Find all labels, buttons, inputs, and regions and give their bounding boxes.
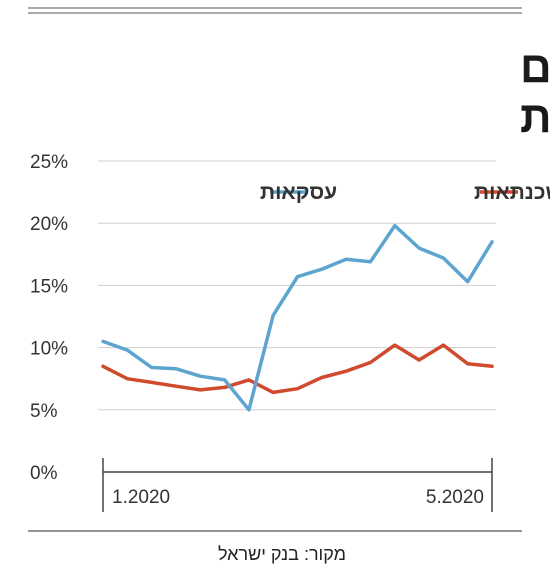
y-tick-label: 10% — [30, 339, 68, 360]
legend: משכנתאות עסקאות — [260, 181, 550, 204]
x-tick-label-end: 5.2020 — [426, 487, 484, 508]
y-tick-label: 0% — [30, 463, 58, 484]
series-line-deals — [101, 223, 494, 412]
y-tick-label: 5% — [30, 401, 58, 422]
y-tick-label: 25% — [30, 152, 68, 173]
chart-title-line-2: לקפיצה במשכנתאות — [520, 93, 550, 142]
series-group — [101, 223, 494, 412]
source-note: מקור: בנק ישראל — [218, 544, 346, 564]
legend-label-mortgages: משכנתאות — [474, 181, 550, 204]
y-axis-tick-labels: 0% 5% 10% 15% 20% 25% — [30, 152, 68, 484]
gridlines — [98, 160, 496, 411]
x-tick-label-start: 1.2020 — [112, 487, 170, 508]
chart-title-line-1: המשקיעים לא אחראים — [520, 43, 550, 92]
series-line-mortgages — [101, 343, 494, 395]
y-tick-label: 20% — [30, 214, 68, 235]
x-axis: 1.2020 5.2020 — [102, 458, 493, 512]
y-tick-label: 15% — [30, 276, 68, 297]
legend-label-deals: עסקאות — [260, 181, 337, 204]
